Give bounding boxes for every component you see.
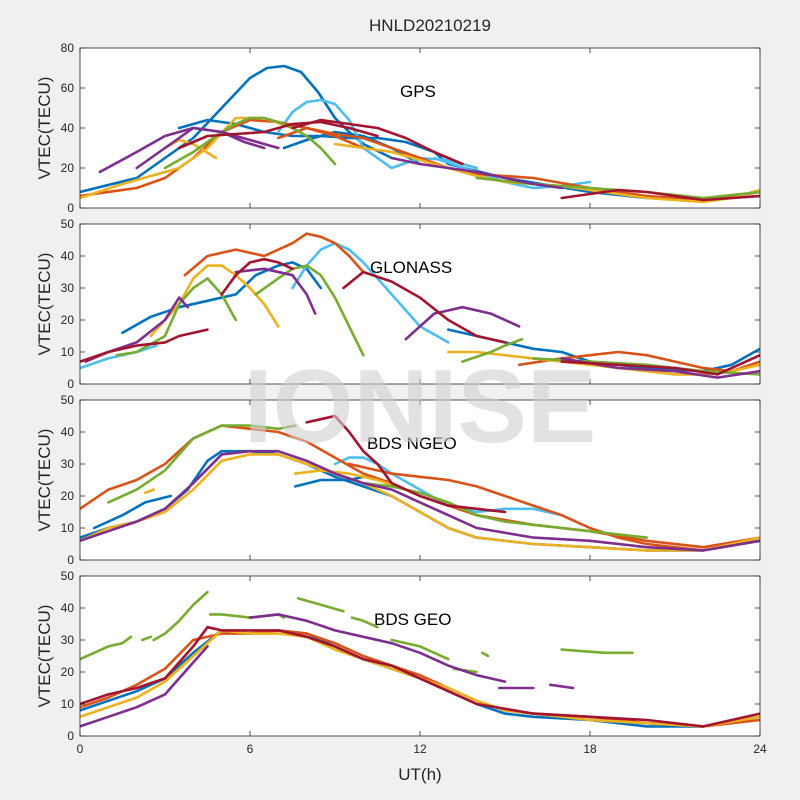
series-line: [517, 350, 760, 373]
panel-3: 0 10 20 30 40 50 0 6 12 18 24 VTEC(TECU) BDS GEO: [35, 569, 767, 756]
series-line: [461, 337, 524, 363]
y-tick-label: 0: [67, 201, 74, 215]
y-tick-label: 0: [67, 729, 74, 743]
y-tick-label: 10: [61, 697, 75, 711]
y-axis-label: VTEC(TECU): [35, 429, 54, 532]
series-line: [305, 414, 507, 514]
y-tick-label: 20: [61, 489, 75, 503]
x-tick-label: 18: [583, 742, 597, 756]
series-line: [293, 475, 365, 488]
series-line: [152, 590, 209, 642]
series-line: [80, 625, 760, 728]
series-group: [80, 64, 760, 204]
x-tick-label: 6: [247, 742, 254, 756]
series-line: [560, 188, 760, 202]
y-tick-label: 20: [61, 161, 75, 175]
panel-label: GPS: [400, 82, 436, 101]
x-tick-label: 12: [413, 742, 427, 756]
y-tick-label: 40: [61, 601, 75, 615]
series-line: [135, 126, 280, 170]
y-tick-label: 20: [61, 665, 75, 679]
series-line: [143, 488, 155, 495]
series-line: [80, 645, 209, 728]
series-line: [276, 98, 479, 170]
y-tick-label: 0: [67, 377, 74, 391]
series-line: [548, 683, 575, 690]
x-axis-label: UT(h): [398, 765, 441, 784]
series-line: [342, 270, 507, 344]
series-line: [163, 116, 337, 170]
series-group: [80, 590, 760, 728]
series-line: [560, 648, 634, 655]
series-line: [404, 305, 521, 341]
y-tick-label: 40: [61, 425, 75, 439]
y-tick-label: 50: [61, 393, 75, 407]
y-tick-label: 40: [61, 249, 75, 263]
series-line: [80, 449, 760, 552]
y-axis-label: VTEC(TECU): [35, 253, 54, 356]
y-tick-label: 10: [61, 521, 75, 535]
series-line: [480, 651, 490, 658]
y-tick-label: 30: [61, 633, 75, 647]
y-tick-label: 60: [61, 81, 75, 95]
panel-1: 0 10 20 30 40 50 VTEC(TECU) GLONASS: [35, 217, 761, 391]
series-line: [333, 472, 649, 539]
series-line: [347, 462, 760, 552]
panel-label: BDS GEO: [374, 610, 451, 629]
figure-title: HNLD20210219: [369, 16, 491, 35]
series-line: [390, 156, 564, 190]
series-line: [177, 120, 379, 150]
series-line: [350, 616, 379, 629]
series-line: [80, 328, 209, 363]
panel-0: 0 20 40 60 80 VTEC(TECU) GPS: [35, 41, 761, 215]
y-tick-label: 20: [61, 313, 75, 327]
watermark-text: IONISE: [244, 349, 597, 465]
series-line: [92, 494, 172, 530]
y-tick-label: 30: [61, 281, 75, 295]
y-tick-label: 30: [61, 457, 75, 471]
y-tick-label: 80: [61, 41, 75, 55]
y-tick-label: 40: [61, 121, 75, 135]
panel-label: BDS NGEO: [367, 434, 457, 453]
plot-area: [80, 576, 760, 736]
x-tick-label: 24: [753, 742, 767, 756]
y-tick-label: 50: [61, 569, 75, 583]
series-line: [291, 118, 464, 166]
y-tick-label: 50: [61, 217, 75, 231]
series-line: [291, 241, 450, 344]
series-line: [296, 597, 345, 613]
series-line: [254, 264, 365, 357]
series-line: [234, 267, 317, 315]
series-line: [560, 353, 760, 376]
series-line: [220, 257, 294, 296]
series-line: [80, 635, 133, 661]
series-line: [149, 264, 280, 338]
x-tick-label: 0: [77, 742, 84, 756]
series-line: [80, 64, 394, 194]
series-group: [80, 232, 760, 379]
series-line: [115, 277, 238, 357]
series-line: [107, 424, 297, 504]
y-axis-label: VTEC(TECU): [35, 605, 54, 708]
series-line: [248, 613, 507, 683]
y-tick-label: 0: [67, 553, 74, 567]
y-axis-label: VTEC(TECU): [35, 77, 54, 180]
panel-2: 0 10 20 30 40 50 VTEC(TECU) BDS NGEO: [35, 393, 761, 567]
panel-label: GLONASS: [370, 258, 452, 277]
y-tick-label: 10: [61, 345, 75, 359]
series-line: [141, 635, 153, 642]
series-line: [183, 232, 365, 277]
series-line: [293, 469, 408, 491]
series-group: [80, 414, 760, 552]
series-line: [390, 638, 450, 661]
